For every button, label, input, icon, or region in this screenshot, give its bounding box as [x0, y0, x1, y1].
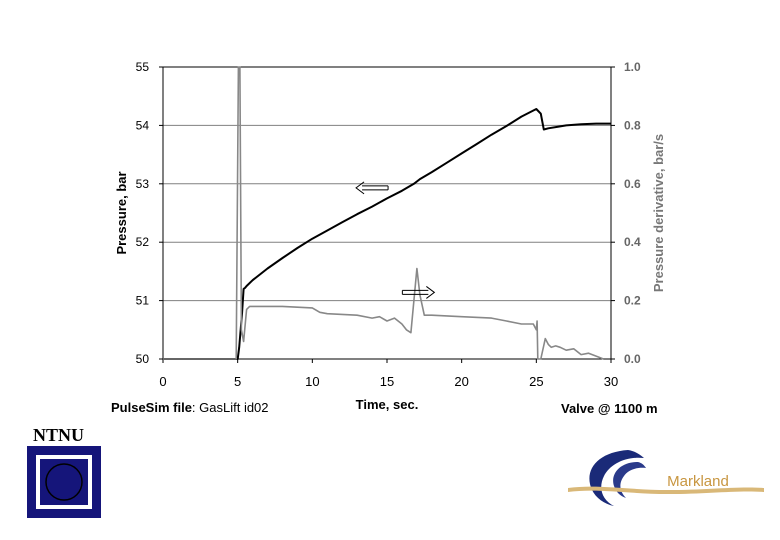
x-axis: 0 5 10 15 20 25 30	[159, 359, 618, 389]
y-left-tick-label-1: 51	[136, 294, 150, 308]
x-tick-label-6: 30	[604, 374, 618, 389]
annotation-arrows	[355, 181, 436, 299]
valve-depth-label: Valve @ 1100 m	[561, 401, 658, 416]
ntnu-logo-icon	[27, 446, 101, 518]
y-right-tick-label-2: 0.4	[624, 235, 641, 249]
y-left-tick-label-2: 52	[136, 235, 150, 249]
left-arrow-icon	[355, 181, 389, 195]
pressure-series-line	[163, 108, 611, 360]
y-right-tick-label-1: 0.2	[624, 294, 641, 308]
x-tick-label-1: 5	[234, 374, 241, 389]
plot-frame	[162, 66, 612, 360]
series-group	[163, 66, 611, 360]
y-left-tick-label-3: 53	[136, 177, 150, 191]
y-left-tick-label-5: 55	[136, 60, 150, 74]
y-left-tick-label-0: 50	[136, 352, 150, 366]
x-axis-label: Time, sec.	[356, 397, 419, 412]
x-tick-label-5: 25	[529, 374, 543, 389]
y-left-tick-label-4: 54	[136, 118, 150, 132]
x-tick-label-4: 20	[454, 374, 468, 389]
y-right-tick-label-5: 1.0	[624, 60, 641, 74]
right-arrow-icon	[401, 286, 436, 299]
x-tick-label-0: 0	[159, 374, 166, 389]
markland-logo-text: Markland	[667, 473, 729, 490]
y-axis-left-label: Pressure, bar	[114, 171, 129, 254]
y-axis-right-label: Pressure derivative, bar/s	[651, 134, 666, 292]
ntnu-logo-text: NTNU	[33, 425, 85, 445]
pulsesim-file-label: PulseSim file	[111, 400, 192, 415]
y-right-tick-label-3: 0.6	[624, 177, 641, 191]
x-tick-label-3: 15	[380, 374, 394, 389]
grid-lines	[163, 66, 611, 360]
pulsesim-file-value: : GasLift id02	[191, 400, 269, 415]
derivative-series-line	[163, 66, 604, 360]
y-axis-left: 50 51 52 53 54 55	[136, 60, 163, 366]
y-right-tick-label-0: 0.0	[624, 352, 641, 366]
markland-logo-icon: Markland	[568, 450, 764, 506]
x-tick-label-2: 10	[305, 374, 319, 389]
y-axis-right: 0.0 0.2 0.4 0.6 0.8 1.0	[611, 60, 641, 366]
y-right-tick-label-4: 0.8	[624, 118, 641, 132]
pulsesim-file-line: PulseSim file: GasLift id02	[111, 400, 269, 415]
